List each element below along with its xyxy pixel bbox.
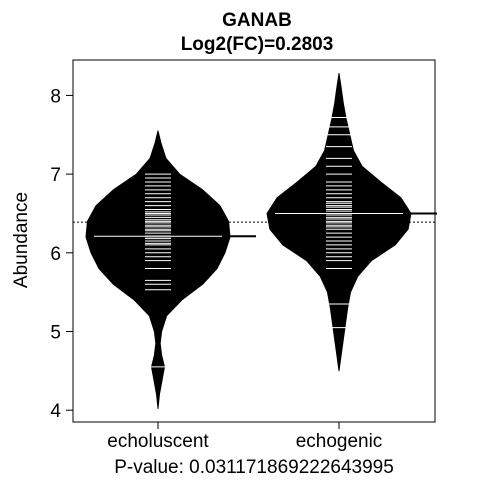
- x-axis: echoluscent echogenic: [107, 422, 382, 452]
- y-tick-label: 6: [50, 244, 61, 265]
- x-category-label: echogenic: [296, 431, 383, 452]
- plot-frame: [72, 59, 436, 423]
- y-tick-label: 7: [50, 165, 61, 186]
- p-value-footer: P-value: 0.0311718692226439​95: [114, 457, 394, 478]
- y-axis: 4 5 6 7 8: [50, 86, 73, 422]
- bean-echogenic: [266, 72, 437, 372]
- chart-subtitle: Log2(FC)=0.2803: [181, 34, 334, 55]
- y-tick-label: 5: [50, 323, 61, 344]
- bean-shape: [85, 130, 231, 410]
- x-category-label: echoluscent: [107, 431, 209, 452]
- bean-shape: [266, 72, 412, 372]
- y-tick-label: 4: [50, 401, 61, 422]
- bean-echoluscent: [85, 130, 256, 410]
- y-tick-label: 8: [50, 86, 61, 107]
- chart-title: GANAB: [222, 10, 292, 31]
- y-axis-label: Abundance: [11, 192, 32, 288]
- plot-area: [72, 59, 437, 423]
